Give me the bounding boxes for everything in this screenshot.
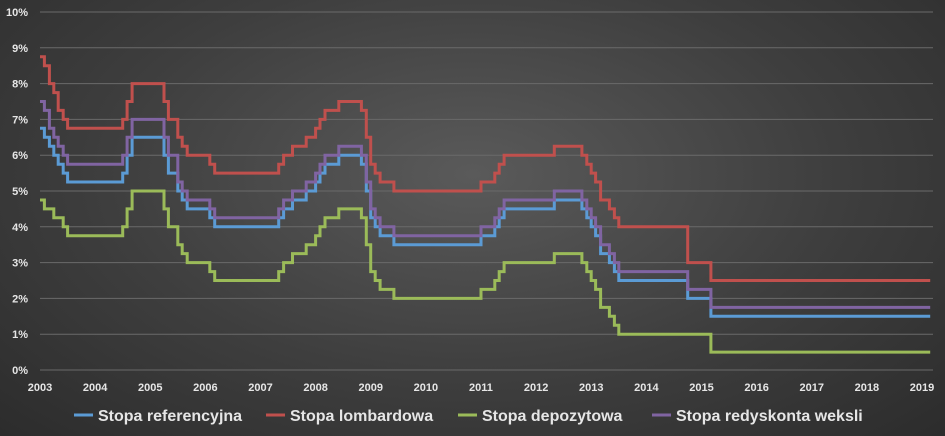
y-tick-label: 1% (12, 329, 28, 341)
x-tick-label: 2013 (579, 382, 603, 394)
legend-item: Stopa depozytowa (458, 408, 623, 425)
x-tick-label: 2019 (910, 382, 934, 394)
y-tick-label: 5% (12, 186, 28, 198)
y-tick-label: 10% (6, 7, 28, 19)
y-tick-label: 0% (12, 365, 28, 377)
legend-label: Stopa lombardowa (290, 408, 433, 425)
x-tick-label: 2014 (634, 382, 659, 394)
x-tick-label: 2010 (414, 382, 438, 394)
y-tick-label: 4% (12, 222, 28, 234)
x-tick-label: 2003 (28, 382, 52, 394)
x-tick-label: 2011 (469, 382, 493, 394)
y-tick-label: 6% (12, 150, 28, 162)
series-line (40, 189, 931, 354)
chart-series (40, 55, 931, 354)
y-tick-label: 3% (12, 258, 28, 270)
x-tick-label: 2006 (193, 382, 217, 394)
chart-legend: Stopa referencyjna Stopa lombardowa Stopa … (74, 408, 863, 425)
legend-item: Stopa redyskonta weksli (652, 408, 863, 425)
legend-item: Stopa lombardowa (266, 408, 433, 425)
x-tick-label: 2012 (524, 382, 548, 394)
x-tick-label: 2009 (358, 382, 382, 394)
x-tick-label: 2018 (855, 382, 879, 394)
x-axis-ticks: 2003 2004 2005 2006 2007 2008 2009 2010 2011 2012… (28, 382, 934, 394)
legend-label: Stopa redyskonta weksli (676, 408, 863, 425)
y-tick-label: 2% (12, 293, 28, 305)
y-tick-label: 9% (12, 43, 28, 55)
legend-label: Stopa referencyjna (98, 408, 242, 425)
x-tick-label: 2005 (138, 382, 162, 394)
x-tick-label: 2016 (744, 382, 768, 394)
x-tick-label: 2017 (799, 382, 823, 394)
legend-label: Stopa depozytowa (482, 408, 623, 425)
series-line (40, 55, 931, 282)
y-tick-label: 8% (12, 79, 28, 91)
x-tick-label: 2015 (689, 382, 713, 394)
y-axis-ticks: 0% 1% 2% 3% 4% 5% 6% 7% 8% 9% 10% (6, 7, 28, 377)
y-tick-label: 7% (12, 114, 28, 126)
series-line (40, 100, 931, 309)
x-tick-label: 2007 (248, 382, 272, 394)
x-tick-label: 2004 (83, 382, 108, 394)
legend-item: Stopa referencyjna (74, 408, 242, 425)
x-tick-label: 2008 (303, 382, 327, 394)
